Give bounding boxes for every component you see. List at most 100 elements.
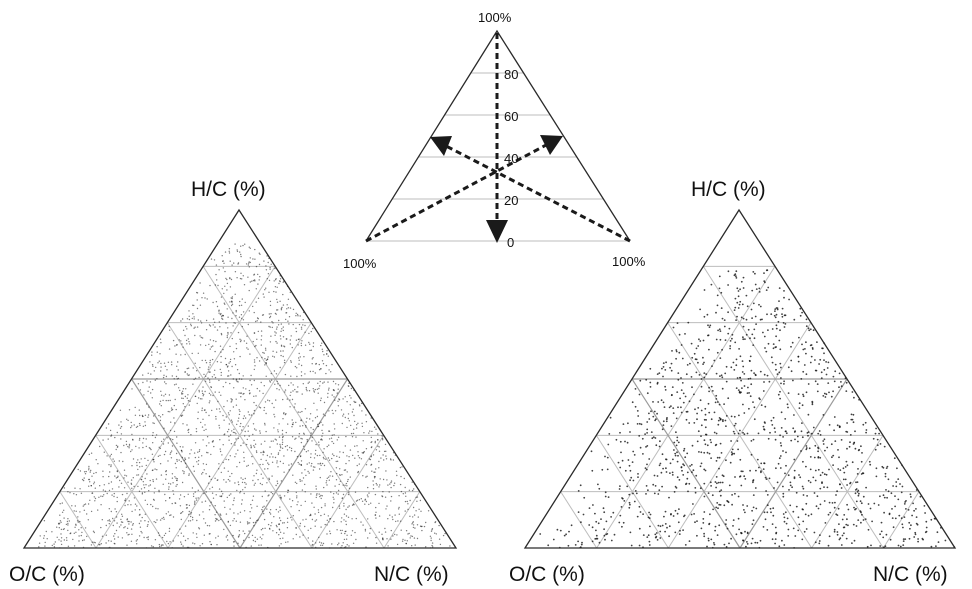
right-data-point (650, 431, 653, 433)
right-data-point (749, 395, 752, 398)
left-data-point (175, 408, 177, 411)
left-data-point (232, 406, 235, 408)
left-data-point (276, 460, 278, 462)
left-data-point (225, 513, 228, 515)
right-data-point (902, 526, 904, 529)
left-data-point (229, 277, 231, 279)
left-data-point (360, 458, 363, 460)
left-data-point (298, 433, 301, 435)
left-data-point (281, 433, 284, 435)
left-data-point (261, 356, 263, 359)
right-data-point (775, 324, 778, 327)
left-data-point (177, 377, 180, 380)
left-data-point (102, 489, 105, 491)
left-data-point (375, 482, 377, 485)
left-data-point (236, 250, 239, 253)
left-data-point (147, 390, 149, 392)
right-data-point (888, 513, 891, 516)
right-data-point (821, 482, 823, 484)
left-data-point (262, 534, 264, 536)
right-data-point (814, 359, 816, 361)
left-data-point (175, 353, 177, 355)
left-data-point (332, 412, 334, 415)
right-bottom-right-label: N/C (%) (873, 563, 948, 586)
left-data-point (352, 503, 355, 505)
right-data-point (725, 459, 727, 462)
left-data-point (152, 469, 154, 471)
left-data-point (179, 528, 181, 530)
left-data-point (275, 340, 277, 343)
right-data-point (677, 378, 680, 381)
left-data-point (193, 452, 196, 454)
right-data-point (862, 519, 865, 521)
left-data-point (262, 351, 264, 354)
left-data-point (312, 357, 314, 359)
left-data-point (181, 481, 184, 484)
left-data-point (150, 503, 152, 506)
left-data-point (144, 513, 146, 515)
right-data-point (875, 467, 878, 470)
right-data-point (780, 411, 783, 414)
left-data-point (235, 438, 237, 440)
left-data-point (305, 421, 307, 423)
right-data-point (833, 416, 836, 418)
left-data-point (384, 527, 386, 530)
left-data-point (197, 397, 200, 399)
right-data-point (843, 526, 846, 529)
right-data-point (822, 347, 824, 350)
right-gridline (739, 378, 848, 549)
right-data-point (727, 270, 730, 273)
right-data-point (720, 489, 723, 491)
left-data-point (425, 521, 427, 524)
left-data-point (416, 500, 418, 502)
right-data-point (691, 386, 693, 389)
left-data-point (261, 538, 263, 540)
left-data-point (249, 281, 251, 283)
left-data-point (195, 428, 198, 430)
left-data-point (349, 404, 351, 406)
left-data-point (206, 524, 209, 527)
left-data-point (227, 539, 229, 541)
left-data-point (282, 355, 284, 358)
left-data-point (131, 388, 133, 390)
right-data-point (879, 443, 882, 445)
left-data-point (373, 475, 376, 478)
left-data-point (168, 527, 171, 530)
left-data-point (241, 499, 243, 501)
right-data-point (744, 478, 747, 480)
left-data-point (294, 388, 296, 391)
right-data-point (736, 315, 738, 318)
right-data-point (807, 327, 810, 330)
left-data-point (269, 315, 272, 318)
right-data-point (882, 466, 885, 469)
left-data-point (211, 409, 213, 412)
left-data-point (233, 428, 235, 430)
left-data-point (390, 480, 393, 482)
left-data-point (169, 541, 171, 543)
left-data-point (323, 458, 325, 460)
right-data-point (823, 438, 826, 441)
left-data-point (83, 471, 86, 473)
right-data-point (680, 406, 682, 409)
left-data-point (355, 436, 357, 438)
right-data-point (765, 478, 768, 480)
left-data-point (83, 477, 85, 479)
right-data-point (797, 360, 800, 363)
left-data-point (180, 543, 183, 545)
left-data-point (251, 280, 253, 282)
left-data-point (316, 454, 319, 457)
right-data-point (741, 371, 744, 373)
left-data-point (195, 533, 198, 535)
left-data-point (60, 521, 62, 523)
left-data-point (265, 430, 267, 433)
right-data-point (742, 317, 745, 320)
left-data-point (277, 511, 280, 513)
right-data-point (665, 418, 668, 421)
left-data-point (417, 516, 419, 518)
right-data-point (722, 419, 724, 421)
right-data-point (747, 328, 750, 331)
left-data-point (291, 436, 294, 438)
right-data-point (868, 460, 871, 463)
left-data-point (101, 519, 104, 521)
right-data-point (787, 474, 790, 477)
